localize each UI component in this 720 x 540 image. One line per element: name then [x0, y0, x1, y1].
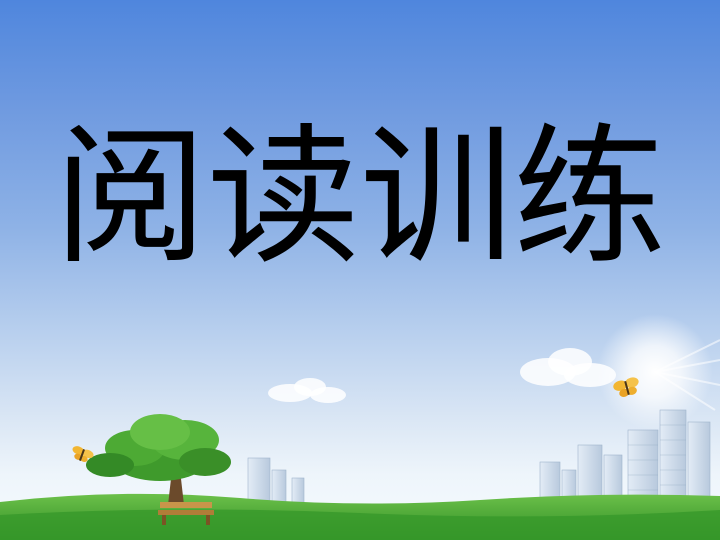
slide-title: 阅读训练	[53, 111, 667, 285]
sun-glow-icon	[597, 314, 720, 430]
grass-field	[0, 493, 720, 540]
bench-icon	[158, 502, 214, 525]
cloud-icon	[268, 348, 616, 403]
butterfly-icon	[72, 377, 639, 462]
tree-icon	[86, 414, 231, 505]
